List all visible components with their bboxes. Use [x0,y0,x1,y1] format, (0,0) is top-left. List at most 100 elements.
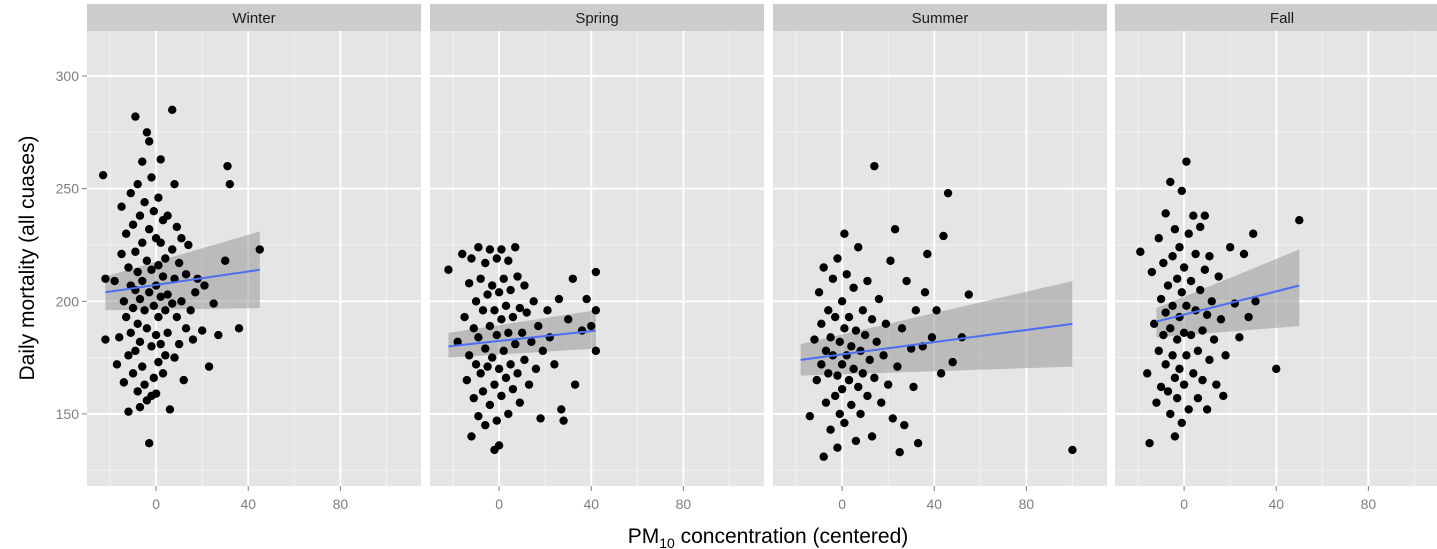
data-point [168,245,176,253]
data-point [483,362,491,370]
data-point [497,392,505,400]
panel-fall: Fall [1115,4,1437,486]
data-point [460,313,468,321]
data-point [504,329,512,337]
data-point [223,162,231,170]
data-point [152,331,160,339]
data-point [539,347,547,355]
data-point [879,351,887,359]
data-point [170,353,178,361]
panel-background [773,31,1107,486]
data-point [854,383,862,391]
x-tick-label: 0 [152,496,160,512]
data-point [817,360,825,368]
data-point [476,275,484,283]
data-point [173,223,181,231]
data-point [831,313,839,321]
data-point [502,302,510,310]
data-point [1143,369,1151,377]
y-tick-label: 200 [56,293,80,309]
data-point [163,212,171,220]
data-point [209,299,217,307]
data-point [175,340,183,348]
data-point [898,324,906,332]
data-point [131,347,139,355]
data-point [115,333,123,341]
data-point [147,266,155,274]
data-point [117,250,125,258]
data-point [840,419,848,427]
data-point [592,268,600,276]
data-point [838,360,846,368]
data-point [937,369,945,377]
x-axis: 0 40 80 0 40 80 0 40 80 0 40 80 [152,486,1376,512]
data-point [214,331,222,339]
data-point [1240,250,1248,258]
data-point [147,173,155,181]
data-point [534,322,542,330]
data-point [444,266,452,274]
data-point [516,398,524,406]
data-point [877,398,885,406]
data-point [536,414,544,422]
data-point [833,371,841,379]
data-point [1166,410,1174,418]
data-point [1178,419,1186,427]
data-point [145,288,153,296]
data-point [140,306,148,314]
data-point [829,275,837,283]
data-point [470,394,478,402]
data-point [150,374,158,382]
data-point [157,155,165,163]
data-point [1182,157,1190,165]
data-point [205,362,213,370]
data-point [893,362,901,370]
data-point [859,306,867,314]
data-point [1166,178,1174,186]
data-point [145,137,153,145]
data-point [1205,252,1213,260]
data-point [159,369,167,377]
data-point [1155,347,1163,355]
data-point [129,369,137,377]
data-point [504,257,512,265]
data-point [481,259,489,267]
data-point [914,439,922,447]
data-point [497,315,505,323]
data-point [863,392,871,400]
y-axis-title: Daily mortality (all cuases) [16,135,39,380]
data-point [921,288,929,296]
strip-label-summer: Summer [912,10,969,27]
data-point [458,250,466,258]
data-point [1180,380,1188,388]
x-tick-label: 0 [495,496,503,512]
data-point [122,313,130,321]
data-point [550,360,558,368]
data-point [157,239,165,247]
data-point [465,279,473,287]
data-point [852,326,860,334]
data-point [557,405,565,413]
data-point [518,329,526,337]
data-point [822,398,830,406]
panel-winter: Winter [87,4,421,486]
data-point [1226,243,1234,251]
data-point [495,441,503,449]
data-point [161,254,169,262]
data-point [826,333,834,341]
data-point [923,250,931,258]
data-point [1217,315,1225,323]
data-point [912,306,920,314]
data-point [571,380,579,388]
data-point [140,380,148,388]
data-point [824,369,832,377]
data-point [859,369,867,377]
y-axis: 150200250300 [56,68,87,422]
data-point [900,421,908,429]
data-point [1180,263,1188,271]
data-point [520,356,528,364]
data-point [868,432,876,440]
data-point [502,374,510,382]
x-tick-label: 40 [240,496,256,512]
x-axis-title-subscript: 10 [659,535,675,549]
